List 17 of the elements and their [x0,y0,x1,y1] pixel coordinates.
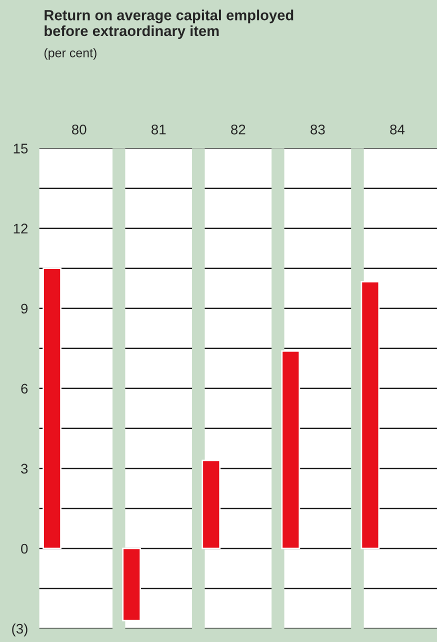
chart-title: Return on average capital employed before extraordinary item [44,10,294,39]
y-tick-label: (3) [12,623,28,636]
y-tick-label: 9 [21,304,28,314]
y-tick-label: 15 [14,144,28,154]
x-tick-label: 81 [152,124,166,134]
x-tick-label: 84 [390,124,405,134]
y-tick-label: 3 [21,464,28,474]
x-tick-label: 80 [72,124,86,134]
y-tick-label: 12 [14,224,28,234]
bar [202,460,221,550]
y-tick-label: 6 [21,384,28,394]
bar [122,548,142,622]
x-tick-label: 82 [231,124,246,134]
x-tick-label: 83 [310,124,325,134]
chart-subtitle: (per cent) [44,48,96,60]
y-tick-label: 0 [21,544,28,554]
bar [42,268,62,550]
